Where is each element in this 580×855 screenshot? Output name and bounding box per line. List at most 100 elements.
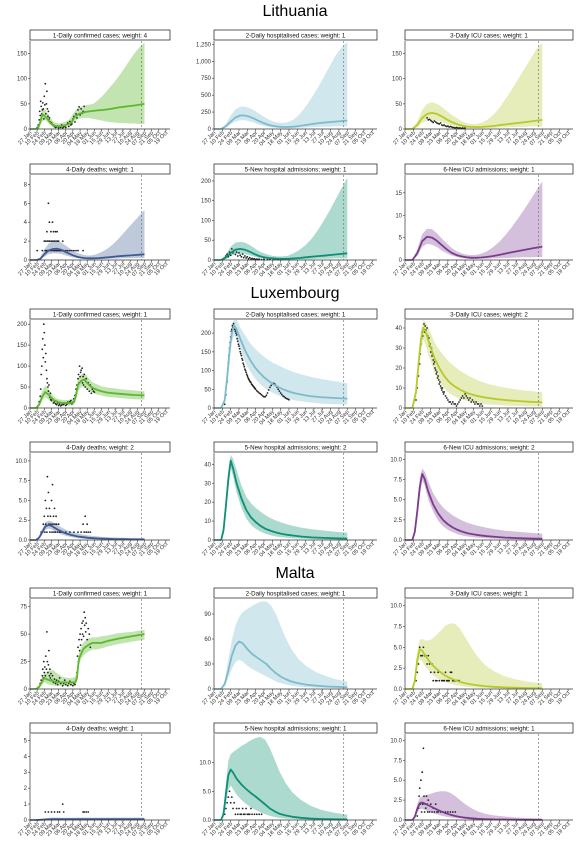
data-point — [52, 523, 54, 526]
y-tick-label: 10.0 — [390, 457, 402, 463]
median-line — [220, 640, 348, 690]
y-tick-label: 5.0 — [203, 789, 212, 795]
panel-header — [29, 587, 171, 599]
data-point — [436, 377, 439, 379]
uncertainty-band — [412, 623, 543, 689]
data-point — [248, 256, 251, 259]
data-point — [47, 491, 50, 494]
data-point — [469, 397, 471, 399]
y-tick-label: 5.0 — [19, 498, 28, 504]
data-point — [86, 388, 89, 390]
data-point — [46, 108, 49, 110]
data-point — [62, 811, 65, 813]
y-tick-label: 75 — [20, 605, 27, 611]
data-point — [44, 113, 47, 115]
data-point — [266, 392, 269, 394]
data-point — [78, 365, 81, 367]
data-point — [56, 230, 58, 233]
data-point — [83, 531, 86, 533]
data-point — [89, 531, 92, 533]
data-point — [283, 395, 286, 398]
data-point — [447, 399, 449, 401]
data-point — [450, 671, 453, 674]
data-point — [58, 811, 61, 813]
data-point — [230, 248, 233, 250]
data-point — [259, 392, 262, 395]
data-point — [39, 395, 42, 398]
data-point — [441, 387, 444, 389]
panel-malta-2: 2-Daily hospitalised cases; weight: 1 0 30… — [201, 587, 378, 707]
data-point — [250, 381, 252, 384]
y-tick-label: 150 — [201, 350, 212, 356]
data-point — [89, 646, 92, 649]
data-point — [269, 386, 271, 389]
data-point — [241, 253, 244, 256]
y-tick-label: 50 — [20, 385, 27, 391]
data-point — [44, 361, 47, 363]
y-tick-label: 5.0 — [394, 778, 403, 784]
data-point — [51, 221, 54, 224]
y-tick-label: 2.5 — [19, 518, 28, 524]
panel-header — [213, 441, 378, 453]
data-point — [87, 531, 90, 533]
data-point — [53, 678, 56, 680]
data-point — [432, 121, 435, 124]
data-point — [445, 397, 448, 399]
median-line — [411, 648, 543, 690]
uncertainty-band — [36, 42, 145, 129]
panel-malta-5: 5-New hospital admissions; weight: 1 0.0 5… — [199, 722, 378, 838]
median-line — [36, 818, 145, 821]
data-point — [264, 395, 267, 398]
data-point — [84, 616, 87, 619]
data-point — [225, 807, 227, 810]
data-point — [421, 654, 424, 657]
data-point — [434, 367, 436, 369]
data-point — [50, 230, 52, 233]
data-point — [437, 375, 439, 377]
data-point — [426, 663, 428, 665]
panel-lithuania-1: 1-Daily confirmed cases; weight: 4 0 50 100… — [17, 29, 171, 147]
data-point — [78, 638, 80, 641]
data-point — [451, 126, 454, 129]
data-point — [418, 787, 421, 789]
data-point — [80, 369, 82, 372]
data-point — [242, 364, 245, 366]
data-point — [46, 631, 48, 633]
panel-header — [213, 29, 378, 41]
data-point — [48, 649, 50, 652]
data-point — [270, 384, 272, 387]
data-point — [44, 674, 47, 677]
data-point — [81, 633, 84, 635]
panel-title: 3-Daily ICU cases; weight: 1 — [450, 33, 528, 40]
data-point — [423, 323, 425, 325]
data-point — [233, 328, 236, 331]
panel-header — [404, 163, 574, 175]
data-point — [434, 121, 437, 123]
panel-header — [213, 722, 378, 734]
panel-lithuania-3: 3-Daily ICU cases; weight: 105010015027 … — [392, 29, 574, 147]
data-point — [42, 523, 45, 526]
data-point — [87, 811, 90, 813]
y-tick-label: 40 — [204, 462, 211, 468]
data-point — [418, 795, 420, 797]
data-point — [420, 811, 423, 813]
data-point — [46, 90, 48, 93]
data-point — [49, 531, 51, 533]
data-point — [86, 638, 89, 641]
data-point — [79, 375, 81, 378]
data-point — [464, 393, 466, 395]
data-point — [420, 654, 422, 657]
y-tick-label: 1 — [24, 802, 28, 808]
data-point — [57, 523, 60, 526]
data-point — [461, 395, 464, 397]
data-point — [85, 622, 88, 624]
data-point — [470, 401, 473, 403]
data-point — [449, 401, 452, 403]
data-point — [242, 256, 245, 259]
median-line — [35, 103, 145, 130]
data-point — [85, 377, 88, 380]
data-point — [73, 531, 75, 533]
data-point — [257, 391, 259, 393]
